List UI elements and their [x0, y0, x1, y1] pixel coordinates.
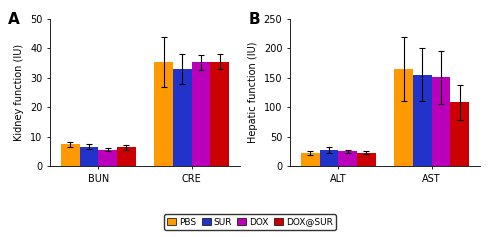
Bar: [394, 69, 413, 166]
Text: A: A: [8, 12, 20, 27]
Bar: [432, 77, 450, 166]
Bar: [413, 75, 432, 166]
Y-axis label: Hepatic function (IU): Hepatic function (IU): [248, 42, 258, 143]
Bar: [210, 62, 229, 166]
Bar: [450, 102, 469, 166]
Bar: [61, 144, 80, 166]
Bar: [301, 153, 320, 166]
Bar: [357, 153, 376, 166]
Text: B: B: [248, 12, 260, 27]
Bar: [80, 146, 98, 166]
Bar: [338, 151, 357, 166]
Bar: [320, 150, 338, 166]
Y-axis label: Kidney function (IU): Kidney function (IU): [14, 44, 24, 141]
Bar: [154, 62, 173, 166]
Bar: [117, 147, 136, 166]
Bar: [192, 63, 210, 166]
Bar: [98, 150, 117, 166]
Bar: [173, 69, 192, 166]
Legend: PBS, SUR, DOX, DOX@SUR: PBS, SUR, DOX, DOX@SUR: [164, 214, 336, 230]
